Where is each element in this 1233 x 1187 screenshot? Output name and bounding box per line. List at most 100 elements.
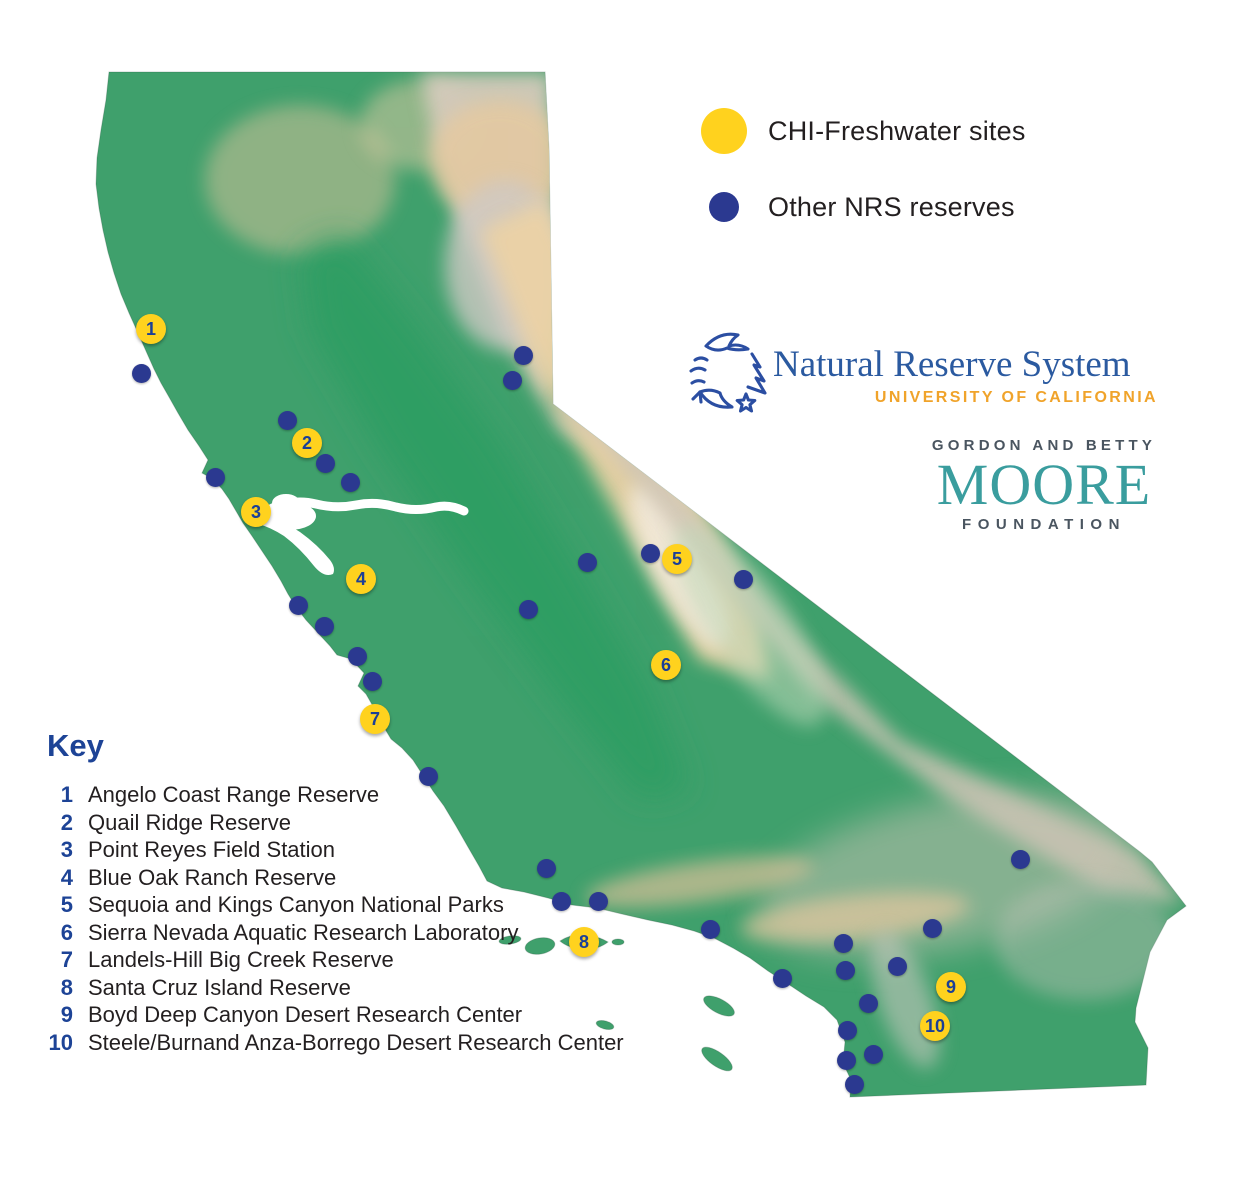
freshwater-site-marker: 4: [346, 564, 376, 594]
key-item: 4 Blue Oak Ranch Reserve: [47, 864, 647, 892]
nrs-reserve-marker: [588, 891, 608, 911]
key-item-name: Steele/Burnand Anza-Borrego Desert Resea…: [88, 1029, 624, 1055]
nrs-reserve-marker: [277, 410, 297, 430]
freshwater-site-number: 6: [660, 655, 671, 675]
nrs-emblem-icon: [689, 332, 767, 413]
nrs-reserve-marker: [551, 891, 571, 911]
nrs-reserve-marker: [833, 933, 853, 953]
key-item: 8 Santa Cruz Island Reserve: [47, 974, 647, 1002]
freshwater-legend-label: CHI-Freshwater sites: [768, 115, 1026, 146]
nrs-reserve-marker: [502, 370, 522, 390]
nrs-reserve-marker: [418, 766, 438, 786]
key-item-name: Point Reyes Field Station: [88, 837, 336, 862]
nrs-reserve-marker: [536, 858, 556, 878]
nrs-reserve-marker: [640, 543, 660, 563]
nrs-reserve-marker: [772, 968, 792, 988]
key-item: 2 Quail Ridge Reserve: [47, 809, 647, 837]
freshwater-site-number: 5: [671, 549, 682, 569]
freshwater-site-marker: 2: [292, 428, 322, 458]
key-item-name: Quail Ridge Reserve: [88, 809, 291, 835]
nrs-reserve-marker: [340, 472, 360, 492]
nrs-reserve-marker: [700, 919, 720, 939]
moore-logo-top-line: GORDON AND BETTY: [931, 437, 1157, 454]
key-item-name: Angelo Coast Range Reserve: [88, 782, 380, 807]
key-item-number: 6: [60, 919, 73, 945]
nrs-reserve-marker: [887, 956, 907, 976]
nrs-reserve-marker: [835, 960, 855, 980]
nrs-reserve-marker: [314, 616, 334, 636]
key-item-number: 7: [60, 947, 73, 972]
nrs-reserve-marker: [315, 453, 335, 473]
key-item-number: 10: [48, 1029, 73, 1055]
key-item-number: 3: [60, 837, 73, 862]
nrs-legend-label: Other NRS reserves: [768, 191, 1015, 222]
key-item-number: 5: [60, 892, 73, 917]
nrs-reserve-marker: [1010, 849, 1030, 869]
moore-logo-name: MOORE: [936, 452, 1152, 517]
key-item-number: 8: [60, 974, 73, 1000]
nrs-reserve-marker: [347, 646, 367, 666]
nrs-logo-title: Natural Reserve System: [773, 344, 1131, 385]
key-title: Key: [47, 728, 104, 763]
key-item: 3 Point Reyes Field Station: [47, 836, 647, 864]
nrs-reserve-marker: [733, 569, 753, 589]
freshwater-site-number: 2: [301, 433, 312, 453]
nrs-reserve-marker: [863, 1044, 883, 1064]
key-item-number: 9: [60, 1002, 73, 1027]
moore-foundation-logo: GORDON AND BETTY MOORE FOUNDATION: [928, 437, 1160, 533]
freshwater-site-number: 9: [945, 977, 956, 997]
freshwater-site-marker: 5: [662, 544, 692, 574]
nrs-reserve-marker: [288, 595, 308, 615]
freshwater-site-marker: 9: [936, 972, 966, 1002]
freshwater-site-marker: 6: [651, 650, 681, 680]
nrs-reserve-marker: [518, 599, 538, 619]
freshwater-site-number: 7: [369, 709, 380, 729]
legend-row-freshwater: CHI-Freshwater sites: [698, 108, 1026, 154]
key-item-name: Sierra Nevada Aquatic Research Laborator…: [88, 919, 519, 945]
nrs-reserve-marker: [577, 552, 597, 572]
freshwater-site-number: 8: [578, 932, 589, 952]
key-item-name: Santa Cruz Island Reserve: [88, 974, 351, 1000]
san-francisco-bay: [247, 494, 469, 575]
freshwater-site-marker: 1: [136, 314, 166, 344]
key-item: 1 Angelo Coast Range Reserve: [47, 781, 647, 809]
map-key: Key 1 Angelo Coast Range Reserve 2 Quail…: [47, 728, 647, 1056]
moore-logo-bottom-line: FOUNDATION: [962, 516, 1126, 534]
key-item-name: Boyd Deep Canyon Desert Research Center: [88, 1002, 523, 1027]
legend-row-other-reserves: Other NRS reserves: [698, 190, 1015, 224]
key-item-name: Blue Oak Ranch Reserve: [88, 864, 337, 890]
key-item-name: Landels-Hill Big Creek Reserve: [88, 947, 394, 972]
freshwater-site-number: 10: [924, 1016, 946, 1036]
key-item: 5 Sequoia and Kings Canyon National Park…: [47, 891, 647, 919]
freshwater-site-marker: 10: [920, 1011, 950, 1041]
nrs-reserve-marker: [837, 1020, 857, 1040]
key-item: 9 Boyd Deep Canyon Desert Research Cente…: [47, 1001, 647, 1029]
key-item-number: 1: [60, 782, 73, 807]
nrs-legend-swatch-icon: [709, 192, 739, 222]
key-item: 6 Sierra Nevada Aquatic Research Laborat…: [47, 919, 647, 947]
freshwater-site-marker: 8: [569, 927, 599, 957]
nrs-reserve-marker: [858, 993, 878, 1013]
nrs-reserve-marker: [844, 1074, 864, 1094]
freshwater-site-number: 1: [145, 319, 156, 339]
freshwater-site-marker: 7: [360, 704, 390, 734]
key-list: 1 Angelo Coast Range Reserve 2 Quail Rid…: [47, 781, 647, 1056]
key-item-name: Sequoia and Kings Canyon National Parks: [88, 892, 504, 917]
nrs-reserve-marker: [836, 1050, 856, 1070]
freshwater-site-number: 4: [355, 569, 366, 589]
freshwater-legend-swatch-icon: [701, 108, 747, 154]
freshwater-site-marker: 3: [241, 497, 271, 527]
nrs-reserve-marker: [513, 345, 533, 365]
key-item-number: 4: [60, 864, 73, 890]
nrs-reserve-marker: [362, 671, 382, 691]
key-item: 10 Steele/Burnand Anza-Borrego Desert Re…: [47, 1029, 647, 1057]
nrs-reserve-marker: [131, 363, 151, 383]
nrs-reserve-marker: [922, 918, 942, 938]
nrs-logo-subtitle: UNIVERSITY OF CALIFORNIA: [874, 389, 1158, 406]
freshwater-site-number: 3: [250, 502, 261, 522]
nrs-reserve-marker: [205, 467, 225, 487]
key-item: 7 Landels-Hill Big Creek Reserve: [47, 946, 647, 974]
